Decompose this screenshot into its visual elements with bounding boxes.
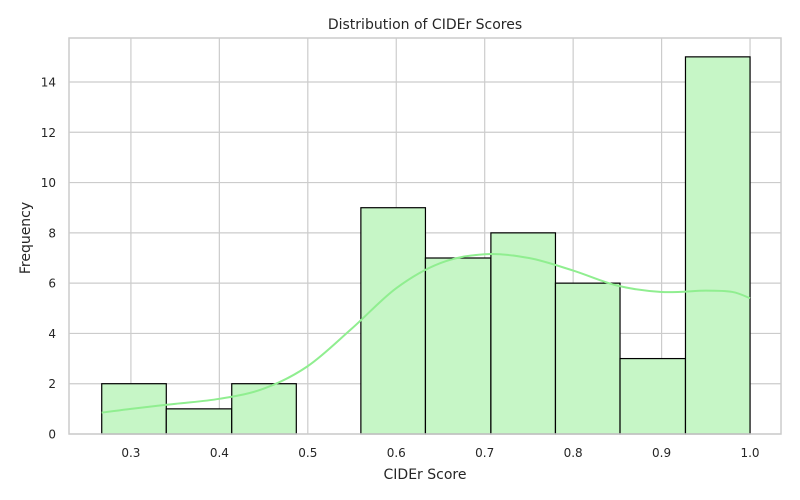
bars-layer [101,56,751,435]
histogram-bar [684,56,751,435]
y-tick-label: 2 [48,377,56,391]
y-tick-label: 0 [48,428,56,442]
y-tick-label: 14 [41,76,56,90]
x-tick-label: 1.0 [740,446,759,460]
chart-title: Distribution of CIDEr Scores [328,17,522,33]
x-tick-label: 0.9 [652,446,671,460]
x-tick-label: 0.8 [564,446,583,460]
y-tick-label: 6 [48,277,56,291]
x-tick-label: 0.5 [298,446,317,460]
y-axis-label: Frequency [18,202,34,274]
kde-curve [101,253,751,414]
kde-layer [101,253,751,414]
histogram-bar [424,257,492,435]
x-tick-label: 0.7 [475,446,494,460]
histogram-bar [165,408,233,435]
y-tick-label: 10 [41,176,56,190]
plot-frame [68,37,782,435]
y-tick-labels: 0 2 4 6 8 10 12 14 [41,76,56,442]
y-tick-label: 8 [48,226,56,240]
y-tick-label: 12 [41,126,56,140]
histogram-bar [554,282,621,435]
x-tick-label: 0.3 [121,446,140,460]
x-tick-label: 0.4 [210,446,229,460]
histogram-bar [360,207,427,435]
histogram-bar [231,383,297,435]
x-tick-label: 0.6 [387,446,406,460]
x-tick-labels: 0.3 0.4 0.5 0.6 0.7 0.8 0.9 1.0 [121,446,759,460]
histogram-bar [619,357,687,435]
y-tick-label: 4 [48,327,56,341]
x-axis-label: CIDEr Score [384,467,467,483]
